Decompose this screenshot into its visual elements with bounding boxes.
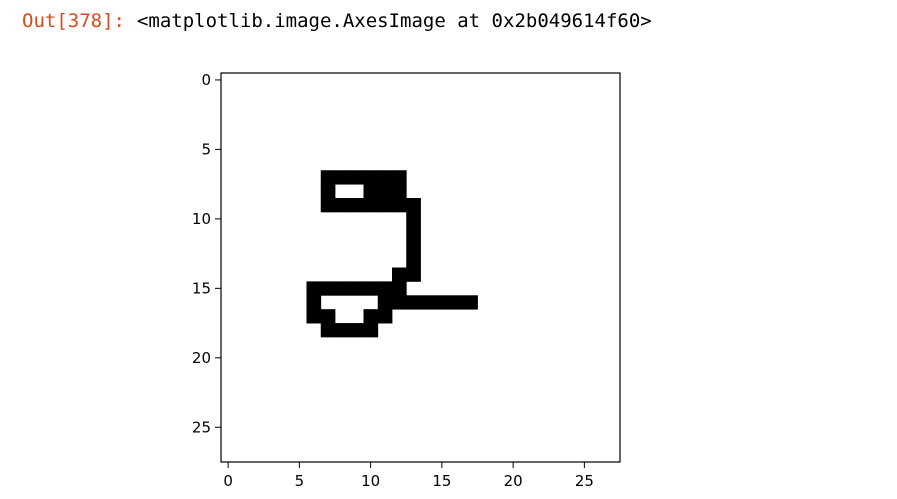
image-pixel xyxy=(406,253,421,268)
x-tick-label: 10 xyxy=(361,472,380,490)
image-pixel xyxy=(349,281,364,296)
x-tick-label: 25 xyxy=(575,472,594,490)
image-pixel xyxy=(406,211,421,227)
y-tick-label: 15 xyxy=(192,279,211,297)
x-axis: 0 5 10 15 20 25 xyxy=(223,462,594,490)
x-tick-label: 0 xyxy=(223,472,233,490)
output-repr-text: <matplotlib.image.AxesImage at 0x2b04961… xyxy=(136,10,652,32)
image-pixel xyxy=(320,198,336,213)
image-pixel xyxy=(320,281,336,296)
image-pixel xyxy=(392,281,407,296)
y-tick-label: 5 xyxy=(201,140,211,158)
image-pixel xyxy=(320,309,336,324)
image-pixel xyxy=(420,295,436,310)
image-pixel xyxy=(392,198,407,213)
image-pixel xyxy=(349,323,364,338)
image-pixel xyxy=(349,170,364,185)
image-pixel xyxy=(320,323,336,338)
image-pixel xyxy=(463,295,478,310)
image-pixel xyxy=(406,295,421,310)
image-pixel xyxy=(335,170,350,185)
image-pixel xyxy=(392,170,407,185)
image-pixel xyxy=(377,170,393,185)
image-pixel xyxy=(406,198,421,213)
image-pixel xyxy=(406,267,421,282)
image-pixel xyxy=(320,184,336,199)
y-tick-label: 20 xyxy=(192,349,211,367)
image-pixel xyxy=(320,170,336,185)
image-pixel xyxy=(335,323,350,338)
image-pixel xyxy=(392,267,407,282)
image-pixel xyxy=(363,170,379,185)
image-pixel xyxy=(335,281,350,296)
image-pixel xyxy=(377,281,393,296)
y-tick-label: 25 xyxy=(192,418,211,436)
image-pixels xyxy=(221,73,620,462)
y-tick-label: 0 xyxy=(201,71,211,89)
image-pixel xyxy=(363,323,379,338)
image-pixel xyxy=(406,225,421,241)
image-pixel xyxy=(406,239,421,255)
image-pixel xyxy=(363,309,379,324)
image-pixel xyxy=(306,309,322,324)
axes-frame xyxy=(220,72,621,463)
image-pixel xyxy=(335,198,350,213)
image-pixel xyxy=(349,198,364,213)
image-pixel xyxy=(363,184,379,199)
y-tick-label: 10 xyxy=(192,210,211,228)
output-prompt: Out[378]: xyxy=(22,10,125,32)
x-tick-label: 15 xyxy=(432,472,451,490)
image-pixel xyxy=(363,198,379,213)
x-tick-label: 5 xyxy=(295,472,305,490)
output-cell-header: Out[378]: <matplotlib.image.AxesImage at … xyxy=(22,8,652,34)
image-pixel xyxy=(377,184,393,199)
x-tick-label: 20 xyxy=(504,472,523,490)
image-pixel xyxy=(377,309,393,324)
image-pixel xyxy=(377,295,393,310)
image-pixel xyxy=(392,295,407,310)
image-pixel xyxy=(434,295,450,310)
image-pixel xyxy=(377,198,393,213)
image-pixel xyxy=(449,295,464,310)
image-pixel xyxy=(306,295,322,310)
image-pixel xyxy=(306,281,322,296)
image-pixel xyxy=(392,184,407,199)
image-pixel xyxy=(363,281,379,296)
y-axis: 0 5 10 15 20 25 xyxy=(192,71,221,436)
